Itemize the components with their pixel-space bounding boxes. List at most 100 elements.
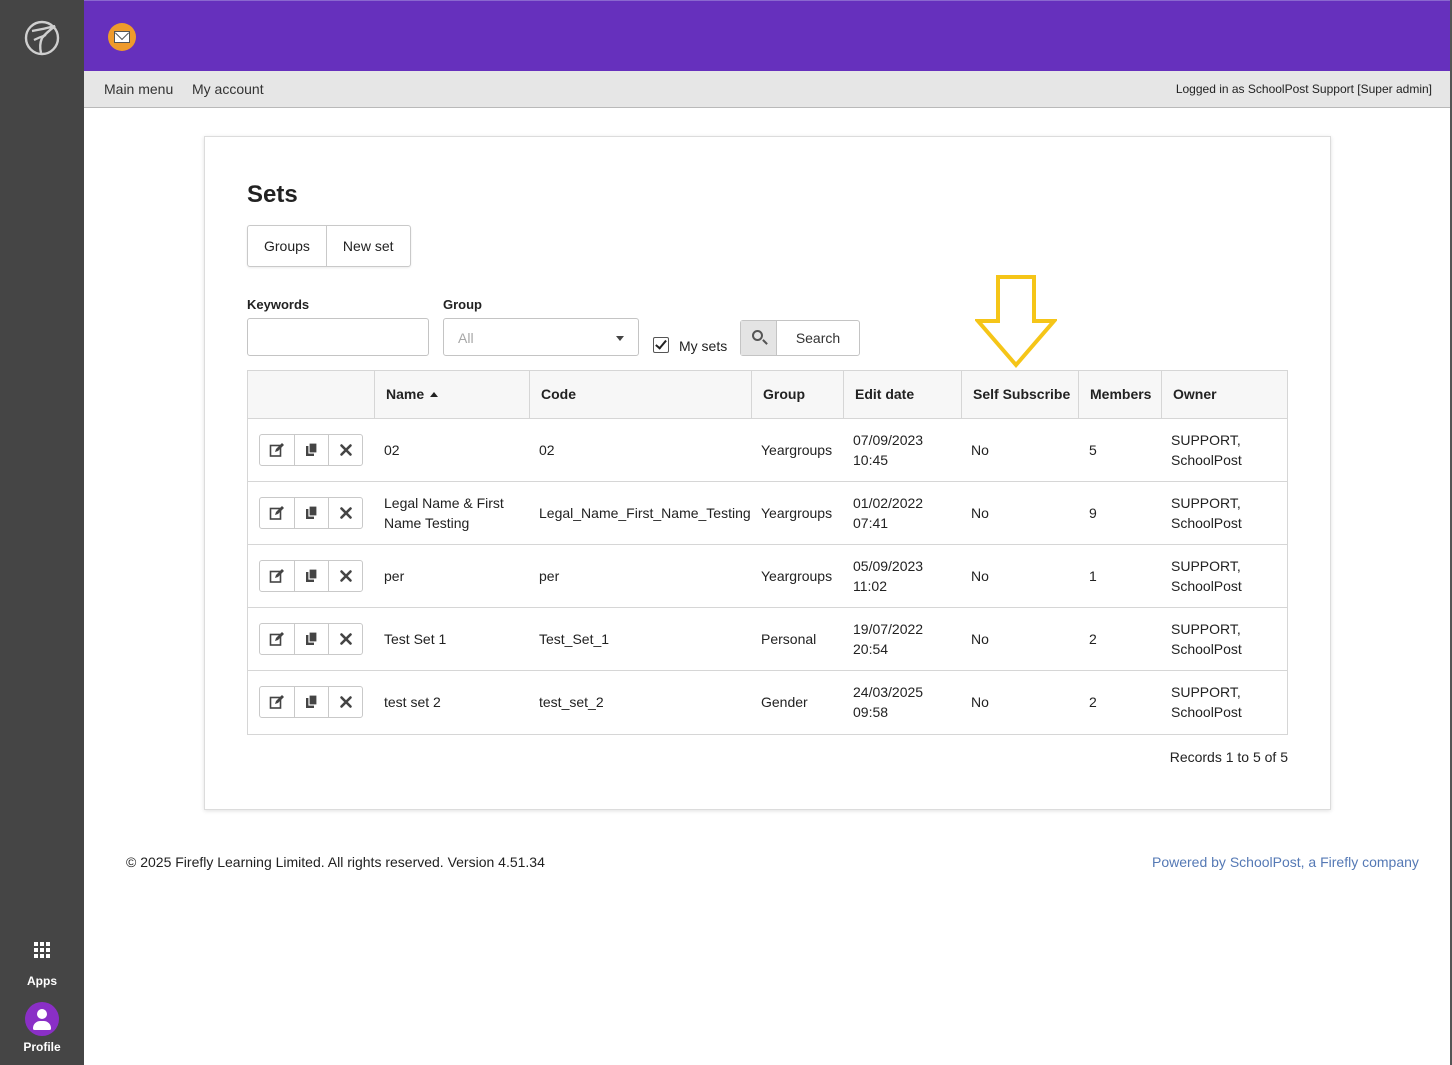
row-members: 2 <box>1089 631 1097 647</box>
sort-ascending-icon <box>430 391 439 397</box>
apps-button[interactable]: Apps <box>0 938 84 988</box>
main-menu-link[interactable]: Main menu <box>104 81 174 97</box>
col-actions <box>248 371 374 418</box>
delete-icon[interactable] <box>328 498 362 528</box>
delete-icon[interactable] <box>328 435 362 465</box>
groups-button[interactable]: Groups <box>264 238 310 254</box>
down-arrow-annotation-icon <box>975 275 1057 369</box>
row-edit-date: 07/09/2023 10:45 <box>853 430 923 470</box>
row-name: 02 <box>384 440 400 460</box>
keywords-input[interactable] <box>247 318 429 356</box>
row-name: Test Set 1 <box>384 629 446 649</box>
apps-label: Apps <box>27 974 57 988</box>
new-set-button[interactable]: New set <box>325 226 410 266</box>
delete-icon[interactable] <box>328 687 362 717</box>
col-owner[interactable]: Owner <box>1161 371 1287 418</box>
delete-icon[interactable] <box>328 624 362 654</box>
copyright-text: © 2025 Firefly Learning Limited. All rig… <box>126 854 545 870</box>
my-sets-label[interactable]: My sets <box>679 338 728 354</box>
row-owner-line2: SchoolPost <box>1171 452 1242 468</box>
row-name-text: per <box>384 568 405 584</box>
row-self-subscribe: No <box>971 442 989 458</box>
row-owner: SUPPORT, SchoolPost <box>1171 682 1242 722</box>
search-icon <box>741 321 777 355</box>
edit-icon[interactable] <box>260 435 294 465</box>
copy-icon[interactable] <box>294 687 328 717</box>
group-label: Group <box>443 297 482 312</box>
group-select-value: All <box>458 330 474 346</box>
table-row: Legal Name & First Name Testing Legal_Name… <box>248 482 1287 545</box>
col-self-subscribe[interactable]: Self Subscribe <box>961 371 1078 418</box>
search-button-label: Search <box>795 330 841 346</box>
edit-icon[interactable] <box>260 498 294 528</box>
records-count: Records 1 to 5 of 5 <box>1169 749 1288 765</box>
chevron-down-icon <box>616 336 624 341</box>
row-owner-line1: SUPPORT, <box>1171 432 1241 448</box>
row-name-line2: Name Testing <box>384 515 470 531</box>
row-edit-date-time: 10:45 <box>853 452 889 468</box>
row-code: per <box>539 568 560 584</box>
col-code[interactable]: Code <box>529 371 751 418</box>
row-group: Personal <box>761 631 817 647</box>
powered-by-link[interactable]: Powered by SchoolPost, a Firefly company <box>1152 854 1419 870</box>
firefly-logo-icon[interactable] <box>22 18 62 58</box>
row-actions <box>259 560 363 592</box>
row-self-subscribe: No <box>971 631 989 647</box>
row-name-text: 02 <box>384 442 400 458</box>
search-button[interactable]: Search <box>740 320 860 356</box>
sets-panel: Sets Groups New set Keywords Group All M… <box>204 136 1331 810</box>
copy-icon[interactable] <box>294 561 328 591</box>
group-select[interactable]: All <box>443 318 639 356</box>
copy-icon[interactable] <box>294 435 328 465</box>
col-name[interactable]: Name <box>374 371 529 418</box>
row-owner: SUPPORT, SchoolPost <box>1171 493 1242 533</box>
keywords-label: Keywords <box>247 297 310 312</box>
table-row: test set 2 test_set_2 Gender 24/03/2025 09:5… <box>248 671 1287 734</box>
table-row: per per Yeargroups 05/09/2023 11:02 No 1 SUPPOR… <box>248 545 1287 608</box>
my-account-link[interactable]: My account <box>192 81 264 97</box>
profile-avatar-icon <box>25 1002 59 1036</box>
row-members: 2 <box>1089 694 1097 710</box>
edit-icon[interactable] <box>260 624 294 654</box>
row-edit-date-time: 20:54 <box>853 641 889 657</box>
row-group: Gender <box>761 694 808 710</box>
row-owner: SUPPORT, SchoolPost <box>1171 619 1242 659</box>
row-group: Yeargroups <box>761 442 833 458</box>
mail-icon[interactable] <box>108 23 136 51</box>
row-actions <box>259 623 363 655</box>
row-edit-date-day: 24/03/2025 <box>853 684 924 700</box>
top-bar <box>84 0 1452 71</box>
row-members: 5 <box>1089 442 1097 458</box>
delete-icon[interactable] <box>328 561 362 591</box>
sets-table: Name Code Group Edit date Self Subscribe… <box>247 370 1288 735</box>
row-edit-date: 19/07/2022 20:54 <box>853 619 923 659</box>
table-row: 02 02 Yeargroups 07/09/2023 10:45 No 5 SUPPORT,… <box>248 419 1287 482</box>
row-name-text: test set 2 <box>384 694 441 710</box>
row-owner-line2: SchoolPost <box>1171 515 1242 531</box>
left-rail: Apps Profile <box>0 0 84 1065</box>
row-self-subscribe: No <box>971 568 989 584</box>
profile-label: Profile <box>23 1040 61 1054</box>
edit-icon[interactable] <box>260 561 294 591</box>
row-owner-line2: SchoolPost <box>1171 704 1242 720</box>
row-name: test set 2 <box>384 692 441 712</box>
row-owner-line1: SUPPORT, <box>1171 621 1241 637</box>
col-members[interactable]: Members <box>1078 371 1161 418</box>
row-edit-date: 05/09/2023 11:02 <box>853 556 923 596</box>
row-owner: SUPPORT, SchoolPost <box>1171 556 1242 596</box>
row-code: 02 <box>539 442 555 458</box>
row-members: 1 <box>1089 568 1097 584</box>
row-name: per <box>384 566 404 586</box>
logged-in-status: Logged in as SchoolPost Support [Super a… <box>1175 82 1432 96</box>
row-edit-date: 24/03/2025 09:58 <box>853 682 923 722</box>
copy-icon[interactable] <box>294 624 328 654</box>
row-edit-date: 01/02/2022 07:41 <box>853 493 923 533</box>
my-sets-checkbox[interactable] <box>653 337 669 353</box>
col-group[interactable]: Group <box>751 371 843 418</box>
action-button-group: Groups New set <box>247 225 411 267</box>
col-edit-date[interactable]: Edit date <box>843 371 961 418</box>
edit-icon[interactable] <box>260 687 294 717</box>
row-edit-date-time: 07:41 <box>853 515 889 531</box>
copy-icon[interactable] <box>294 498 328 528</box>
profile-button[interactable]: Profile <box>0 1002 84 1054</box>
